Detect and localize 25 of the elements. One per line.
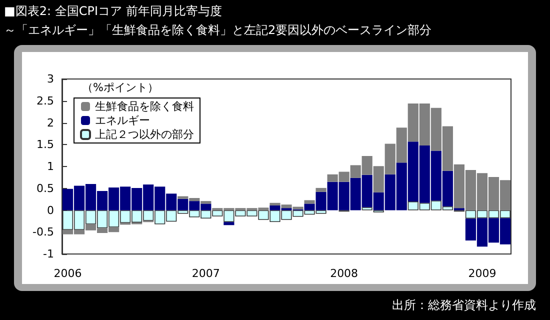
x-tick-label: 2008 [330, 267, 358, 280]
y-tick-label: 3 [47, 72, 54, 86]
x-tick-label: 2009 [468, 267, 496, 280]
y-tick-label: 1.5 [36, 138, 54, 152]
y-tick-label: -0.5 [32, 226, 54, 239]
legend-label: エネルギー [95, 114, 150, 127]
legend-label: 上記２つ以外の部分 [95, 128, 194, 141]
legend-title: （%ポイント） [82, 81, 158, 94]
legend-label: 生鮮食品を除く食料 [95, 100, 194, 113]
bar [304, 200, 315, 204]
bar [362, 207, 372, 210]
y-tick-label: 2.5 [36, 94, 54, 108]
y-tick-label: 1 [47, 160, 54, 173]
x-tick-label: 2006 [54, 267, 82, 280]
chart-title: ■図表2: 全国CPIコア 前年同月比寄与度 [4, 3, 222, 20]
y-tick-label: -1 [43, 248, 54, 260]
bar [224, 222, 234, 226]
chart-subtitle: ～「エネルギー」「生鮮食品を除く食料」と左記2要因以外のベースライン部分 [4, 22, 432, 39]
y-tick-label: 2 [47, 116, 54, 130]
bar [200, 201, 212, 204]
text: 出所：総務省資料より作成 [392, 297, 536, 314]
x-tick-label: 2007 [192, 267, 220, 280]
y-tick-label: 0 [47, 204, 54, 217]
y-tick-label: 0.5 [36, 182, 54, 195]
bar [316, 188, 326, 192]
